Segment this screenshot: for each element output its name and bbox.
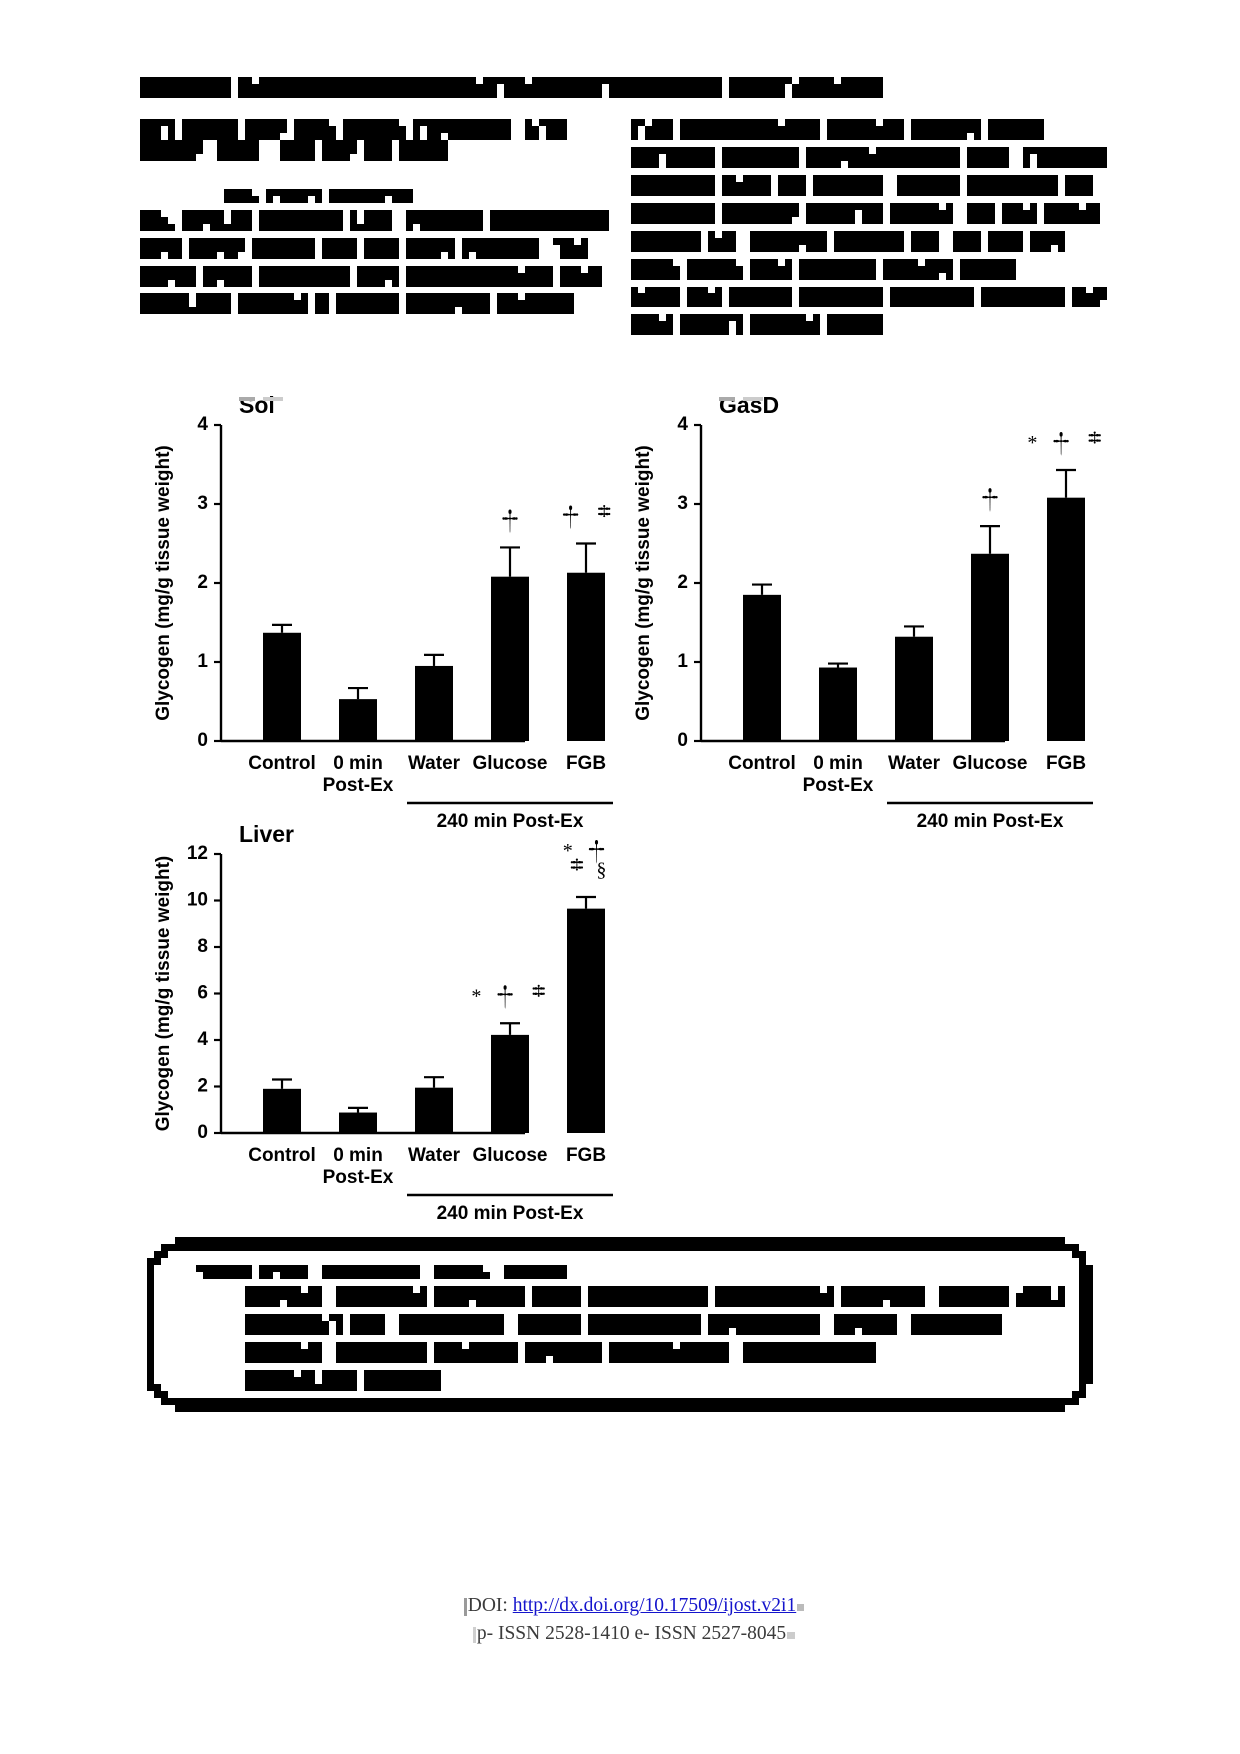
svg-text:2: 2: [197, 572, 208, 593]
svg-text:Liver: Liver: [239, 821, 294, 847]
svg-text:240 min Post-Ex: 240 min Post-Ex: [917, 811, 1064, 832]
svg-text:240 min Post-Ex: 240 min Post-Ex: [437, 1203, 584, 1224]
svg-text:Control: Control: [248, 1145, 316, 1166]
svg-text:Post-Ex: Post-Ex: [803, 775, 874, 796]
svg-text:Post-Ex: Post-Ex: [323, 775, 394, 796]
svg-text:8: 8: [197, 936, 208, 957]
svg-text:Glycogen (mg/g tissue weight): Glycogen (mg/g tissue weight): [153, 856, 174, 1132]
svg-text:0: 0: [677, 730, 688, 751]
svg-text:*: *: [471, 985, 481, 1007]
svg-text:4: 4: [677, 414, 688, 435]
svg-text:GasD: GasD: [719, 392, 779, 418]
svg-text:Glycogen (mg/g tissue weight): Glycogen (mg/g tissue weight): [153, 445, 174, 721]
svg-text:2: 2: [197, 1076, 208, 1097]
svg-text:2: 2: [677, 572, 688, 593]
svg-text:Post-Ex: Post-Ex: [323, 1167, 394, 1188]
svg-text:1: 1: [677, 651, 688, 672]
svg-text:1: 1: [197, 651, 208, 672]
svg-text:Control: Control: [728, 753, 796, 774]
svg-text:Glycogen (mg/g tissue weight): Glycogen (mg/g tissue weight): [633, 445, 654, 721]
svg-text:0: 0: [197, 730, 208, 751]
svg-text:Water: Water: [408, 753, 461, 774]
svg-text:Control: Control: [248, 753, 316, 774]
svg-text:*: *: [563, 840, 573, 862]
svg-text:6: 6: [197, 983, 208, 1004]
svg-text:0: 0: [197, 1122, 208, 1143]
svg-text:*: *: [1027, 432, 1037, 454]
svg-text:Glucose: Glucose: [953, 753, 1028, 774]
svg-text:FGB: FGB: [1046, 753, 1086, 774]
svg-text:Water: Water: [888, 753, 941, 774]
svg-text:0 min: 0 min: [333, 753, 383, 774]
svg-text:§: §: [596, 859, 606, 881]
svg-text:Sol: Sol: [239, 392, 275, 418]
svg-text:4: 4: [197, 1029, 208, 1050]
svg-text:FGB: FGB: [566, 1145, 606, 1166]
svg-text:12: 12: [187, 843, 208, 864]
svg-text:Glucose: Glucose: [473, 1145, 548, 1166]
svg-text:3: 3: [677, 493, 688, 514]
svg-text:10: 10: [187, 890, 208, 911]
svg-text:0 min: 0 min: [333, 1145, 383, 1166]
svg-text:0 min: 0 min: [813, 753, 863, 774]
svg-text:4: 4: [197, 414, 208, 435]
svg-text:3: 3: [197, 493, 208, 514]
svg-text:Water: Water: [408, 1145, 461, 1166]
